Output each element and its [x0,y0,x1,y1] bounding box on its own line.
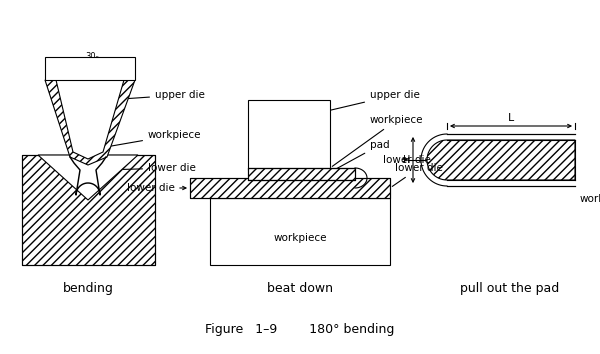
Polygon shape [45,80,135,165]
Text: bending: bending [62,282,113,295]
Text: upper die: upper die [313,90,420,114]
Bar [45,57,135,80]
Text: lower die: lower die [392,163,443,187]
Text: Figure   1–9        180° bending: Figure 1–9 180° bending [205,324,395,337]
Text: pad: pad [328,140,389,174]
Bar [210,198,390,265]
Polygon shape [427,140,575,180]
Text: workpiece: workpiece [580,194,600,204]
Text: lower die: lower die [106,163,196,173]
Bar [248,168,355,180]
Polygon shape [56,80,124,159]
Text: pull out the pad: pull out the pad [460,282,560,295]
Polygon shape [38,155,138,200]
Bar [22,155,155,265]
Text: upper die: upper die [110,90,205,100]
Text: beat down: beat down [267,282,333,295]
Text: workpiece: workpiece [273,233,327,243]
Bar [190,178,390,198]
Bar [22,155,155,265]
Text: 30ₒ: 30ₒ [85,52,99,61]
Bar [190,178,390,198]
Bar [248,168,355,180]
Text: L: L [508,113,514,123]
Text: lower die: lower die [127,183,175,193]
Text: H: H [403,155,410,165]
Text: lower die: lower die [383,155,431,165]
Bar [248,100,330,170]
Text: workpiece: workpiece [332,115,424,166]
Text: workpiece: workpiece [103,130,202,148]
